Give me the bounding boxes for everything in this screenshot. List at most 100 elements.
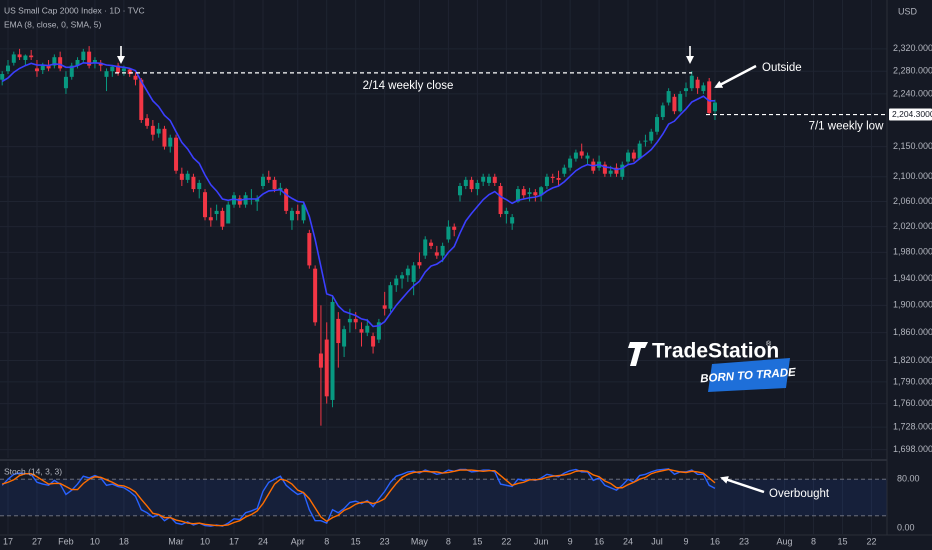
candle-body xyxy=(243,195,248,205)
candle-body xyxy=(289,210,294,221)
candle-body xyxy=(643,140,648,142)
candle-body xyxy=(527,192,532,195)
indicator-title: Stoch (14, 3, 3) xyxy=(4,466,62,476)
candle-body xyxy=(336,318,341,344)
y-tick-label: 2,240.0000 xyxy=(893,88,932,98)
candle-body xyxy=(475,182,480,190)
candle-body xyxy=(585,155,590,159)
candle-body xyxy=(313,268,318,323)
arrow xyxy=(720,476,765,494)
x-tick-label: 27 xyxy=(32,536,42,546)
candle-body xyxy=(405,268,410,276)
x-tick-label: 22 xyxy=(866,536,876,546)
x-tick-label: 9 xyxy=(684,536,689,546)
candle-body xyxy=(52,57,57,66)
x-tick-label: 8 xyxy=(811,536,816,546)
candle-body xyxy=(353,318,358,323)
y-tick-label: 2,020.0000 xyxy=(893,221,932,231)
indicator-band xyxy=(0,479,887,516)
candle-body xyxy=(614,167,619,174)
candle-body xyxy=(539,187,544,196)
candle-body xyxy=(226,204,231,224)
candle-body xyxy=(712,102,717,112)
candle-body xyxy=(660,105,665,118)
candle-body xyxy=(162,128,167,147)
candle-body xyxy=(382,305,387,309)
candle-body xyxy=(655,117,660,132)
y-tick-label: 1,900.0000 xyxy=(893,300,932,310)
axis-layer: 2,320.0000 2,280.0000 2,240.0000 2,150.0000… xyxy=(3,43,932,546)
x-tick-label: 24 xyxy=(623,536,633,546)
candle-body xyxy=(5,65,10,72)
candle-body xyxy=(98,62,103,66)
candle-body xyxy=(69,65,74,77)
candle-body xyxy=(284,189,289,211)
y-tick-label: 2,320.0000 xyxy=(893,43,932,53)
candle-body xyxy=(556,178,561,180)
candle-body xyxy=(429,242,434,246)
candle-body xyxy=(486,176,491,183)
indicator-line xyxy=(1,468,716,527)
candle-body xyxy=(672,96,677,112)
y-tick-label: 1,820.0000 xyxy=(893,355,932,365)
candle-body xyxy=(104,71,109,77)
x-tick-label: Apr xyxy=(291,536,305,546)
candle-body xyxy=(434,252,439,256)
x-tick-label: May xyxy=(411,536,429,546)
y-tick-label: 80.00 xyxy=(897,474,920,484)
candle-body xyxy=(75,59,80,66)
x-tick-label: Mar xyxy=(168,536,184,546)
candle-body xyxy=(208,217,213,221)
candle-body xyxy=(469,179,474,190)
x-tick-label: 15 xyxy=(837,536,847,546)
candle-body xyxy=(371,336,376,347)
price-label-box xyxy=(889,108,932,121)
y-tick-label: 2,280.0000 xyxy=(893,66,932,76)
candle-body xyxy=(237,198,242,205)
candle-body xyxy=(145,118,150,126)
chart-title: US Small Cap 2000 Index · 1D · TVC xyxy=(4,5,145,15)
x-tick-label: 17 xyxy=(229,536,239,546)
candle-body xyxy=(197,182,202,190)
candle-body xyxy=(452,226,457,230)
y-tick-label: 1,940.0000 xyxy=(893,273,932,283)
callout: Outside xyxy=(762,62,802,74)
candle-body xyxy=(626,152,631,162)
x-tick-label: 8 xyxy=(324,536,329,546)
x-tick-label: 16 xyxy=(594,536,604,546)
callout: Overbought xyxy=(769,488,830,500)
currency: USD xyxy=(898,6,918,16)
x-tick-label: 10 xyxy=(90,536,100,546)
candle-body xyxy=(191,176,196,190)
x-tick-label: 24 xyxy=(258,536,268,546)
grid-layer xyxy=(0,0,887,534)
candle-body xyxy=(121,68,126,72)
candle-body xyxy=(579,151,584,156)
candle-body xyxy=(87,51,92,66)
level-label: 7/1 weekly low xyxy=(809,121,884,133)
candle-body xyxy=(301,204,306,221)
x-tick-label: Jul xyxy=(651,536,663,546)
x-tick-label: 16 xyxy=(710,536,720,546)
candle-body xyxy=(29,55,34,58)
candle-body xyxy=(695,79,700,89)
candle-body xyxy=(127,69,132,75)
candle-body xyxy=(446,226,451,240)
candle-body xyxy=(318,353,323,368)
candle-body xyxy=(463,179,468,187)
candle-body xyxy=(411,265,416,282)
price-label: 2,204.3000 xyxy=(892,109,932,119)
candle-body xyxy=(365,325,370,333)
y-tick-label: 2,100.0000 xyxy=(893,171,932,181)
y-tick-label: 1,760.0000 xyxy=(893,398,932,408)
candle-body xyxy=(34,68,39,72)
tagline-banner xyxy=(708,358,790,392)
candle-body xyxy=(179,173,184,180)
x-tick-label: 17 xyxy=(3,536,13,546)
y-tick-label: 2,150.0000 xyxy=(893,141,932,151)
candle-body xyxy=(295,210,300,215)
brand-mark: ® xyxy=(766,340,772,348)
candle-body xyxy=(649,131,654,141)
candle-body xyxy=(63,76,68,89)
